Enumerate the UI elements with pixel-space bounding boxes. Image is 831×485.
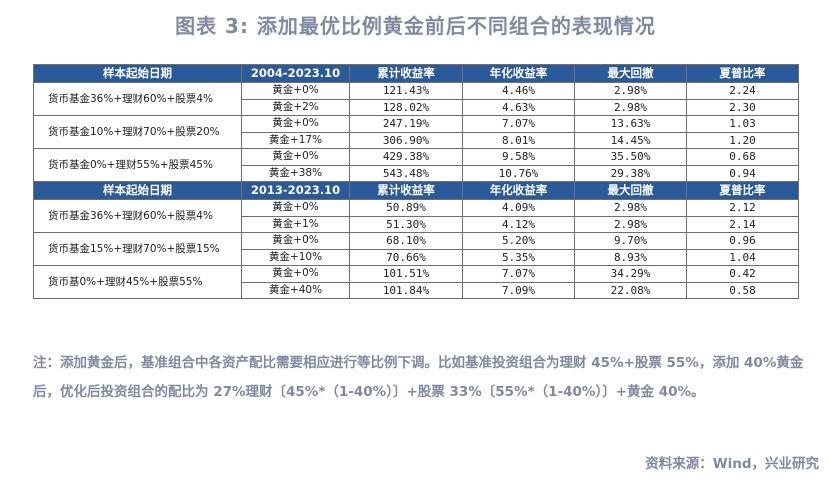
- metric-cell: 70.66%: [349, 248, 463, 266]
- metric-cell: 306.90%: [349, 131, 463, 149]
- metric-cell: 121.43%: [349, 82, 463, 100]
- portfolio-combo-cell: 货币基金36%+理财60%+股票4%: [33, 82, 242, 116]
- table-row: 黄金+2% 128.02% 4.63% 2.98% 2.30: [34, 98, 799, 116]
- column-header: 夏普比率: [686, 64, 799, 83]
- metric-cell: 68.10%: [349, 232, 463, 250]
- portfolio-combo-cell: 货币基金36%+理财60%+股票4%: [33, 199, 242, 233]
- performance-table: 样本起始日期 2004-2023.10 累计收益率 年化收益率 最大回撤 夏普比率 货币基金…: [33, 64, 799, 299]
- table-header-row: 样本起始日期 2004-2023.10 累计收益率 年化收益率 最大回撤 夏普比率: [33, 64, 799, 83]
- metric-cell: 2.98%: [574, 98, 687, 116]
- gold-weight-cell: 黄金+1%: [241, 215, 350, 233]
- metric-cell: 29.38%: [574, 164, 687, 182]
- gold-weight-cell: 黄金+0%: [241, 115, 350, 133]
- portfolio-combo-cell: 货币基0%+理财45%+股票55%: [33, 265, 242, 299]
- table-row: 黄金+1% 51.30% 4.12% 2.98% 2.14: [34, 215, 799, 233]
- metric-cell: 2.12: [686, 199, 799, 217]
- metric-cell: 1.04: [686, 248, 799, 266]
- table-row: 黄金+10% 70.66% 5.35% 8.93% 1.04: [34, 248, 799, 266]
- metric-cell: 7.07%: [462, 115, 575, 133]
- metric-cell: 0.94: [686, 164, 799, 182]
- gold-weight-cell: 黄金+0%: [241, 232, 350, 250]
- metric-cell: 5.35%: [462, 248, 575, 266]
- performance-table-body: 样本起始日期 2004-2023.10 累计收益率 年化收益率 最大回撤 夏普比率 货币基金…: [33, 64, 799, 299]
- metric-cell: 2.98%: [574, 199, 687, 217]
- metric-cell: 13.63%: [574, 115, 687, 133]
- metric-cell: 34.29%: [574, 265, 687, 283]
- footnote: 注：添加黄金后，基准组合中各资产配比需要相应进行等比例下调。比如基准投资组合为理…: [33, 355, 804, 400]
- metric-cell: 2.30: [686, 98, 799, 116]
- gold-weight-cell: 黄金+38%: [241, 164, 350, 182]
- column-header: 最大回撤: [574, 64, 687, 83]
- gold-weight-cell: 黄金+17%: [241, 131, 350, 149]
- column-header: 夏普比率: [686, 181, 799, 200]
- metric-cell: 50.89%: [349, 199, 463, 217]
- column-header: 样本起始日期: [33, 64, 242, 83]
- metric-cell: 35.50%: [574, 148, 687, 166]
- metric-cell: 0.68: [686, 148, 799, 166]
- column-header: 2004-2023.10: [241, 64, 350, 83]
- metric-cell: 5.20%: [462, 232, 575, 250]
- metric-cell: 51.30%: [349, 215, 463, 233]
- gold-weight-cell: 黄金+0%: [241, 265, 350, 283]
- metric-cell: 0.58: [686, 281, 799, 299]
- column-header: 年化收益率: [462, 64, 575, 83]
- metric-cell: 429.38%: [349, 148, 463, 166]
- performance-table-container: 样本起始日期 2004-2023.10 累计收益率 年化收益率 最大回撤 夏普比率 货币基金…: [33, 64, 799, 299]
- table-row: 货币基金0%+理财55%+股票45% 黄金+0% 429.38% 9.58% 35.50…: [33, 148, 799, 182]
- metric-cell: 8.93%: [574, 248, 687, 266]
- gold-weight-cell: 黄金+0%: [241, 82, 350, 100]
- gold-weight-cell: 黄金+0%: [241, 199, 350, 217]
- source-label: 资料来源：Wind，兴业研究: [645, 456, 819, 472]
- gold-weight-cell: 黄金+10%: [241, 248, 350, 266]
- metric-cell: 7.09%: [462, 281, 575, 299]
- metric-cell: 9.58%: [462, 148, 575, 166]
- portfolio-combo-cell: 货币基金0%+理财55%+股票45%: [33, 148, 242, 182]
- metric-cell: 4.12%: [462, 215, 575, 233]
- column-header: 年化收益率: [462, 181, 575, 200]
- metric-cell: 22.08%: [574, 281, 687, 299]
- table-header-row: 样本起始日期 2013-2023.10 累计收益率 年化收益率 最大回撤 夏普比率: [33, 181, 799, 200]
- column-header: 累计收益率: [349, 181, 463, 200]
- column-header: 累计收益率: [349, 64, 463, 83]
- metric-cell: 4.63%: [462, 98, 575, 116]
- table-row: 黄金+38% 543.48% 10.76% 29.38% 0.94: [34, 164, 799, 182]
- chart-title: 图表 3: 添加最优比例黄金前后不同组合的表现情况: [175, 14, 656, 38]
- metric-cell: 4.09%: [462, 199, 575, 217]
- metric-cell: 2.98%: [574, 215, 687, 233]
- table-row: 货币基金36%+理财60%+股票4% 黄金+0% 121.43% 4.46% 2.98%…: [33, 82, 799, 116]
- column-header: 样本起始日期: [33, 181, 242, 200]
- portfolio-combo-cell: 货币基金15%+理财70%+股票15%: [33, 232, 242, 266]
- metric-cell: 7.07%: [462, 265, 575, 283]
- metric-cell: 9.70%: [574, 232, 687, 250]
- metric-cell: 2.98%: [574, 82, 687, 100]
- table-row: 黄金+40% 101.84% 7.09% 22.08% 0.58: [34, 281, 799, 299]
- table-row: 货币基金36%+理财60%+股票4% 黄金+0% 50.89% 4.09% 2.98% 2…: [33, 199, 799, 233]
- table-row: 货币基0%+理财45%+股票55% 黄金+0% 101.51% 7.07% 34.29%…: [33, 265, 799, 299]
- table-row: 货币基金10%+理财70%+股票20% 黄金+0% 247.19% 7.07% 13.6…: [33, 115, 799, 149]
- gold-weight-cell: 黄金+40%: [241, 281, 350, 299]
- metric-cell: 101.51%: [349, 265, 463, 283]
- column-header: 最大回撤: [574, 181, 687, 200]
- metric-cell: 0.42: [686, 265, 799, 283]
- metric-cell: 543.48%: [349, 164, 463, 182]
- metric-cell: 10.76%: [462, 164, 575, 182]
- metric-cell: 101.84%: [349, 281, 463, 299]
- column-header: 2013-2023.10: [241, 181, 350, 200]
- metric-cell: 14.45%: [574, 131, 687, 149]
- metric-cell: 8.01%: [462, 131, 575, 149]
- portfolio-combo-cell: 货币基金10%+理财70%+股票20%: [33, 115, 242, 149]
- metric-cell: 1.03: [686, 115, 799, 133]
- metric-cell: 2.24: [686, 82, 799, 100]
- metric-cell: 247.19%: [349, 115, 463, 133]
- metric-cell: 1.20: [686, 131, 799, 149]
- metric-cell: 128.02%: [349, 98, 463, 116]
- gold-weight-cell: 黄金+0%: [241, 148, 350, 166]
- table-row: 货币基金15%+理财70%+股票15% 黄金+0% 68.10% 5.20% 9.70%…: [33, 232, 799, 266]
- metric-cell: 0.96: [686, 232, 799, 250]
- metric-cell: 4.46%: [462, 82, 575, 100]
- gold-weight-cell: 黄金+2%: [241, 98, 350, 116]
- metric-cell: 2.14: [686, 215, 799, 233]
